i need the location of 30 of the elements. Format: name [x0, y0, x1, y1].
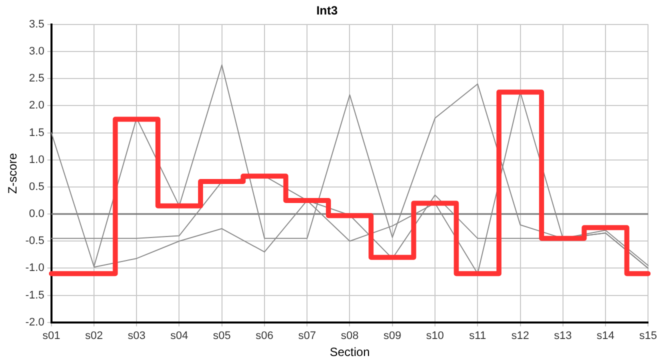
x-tick-label: s15 — [639, 330, 658, 342]
x-tick-label: s08 — [340, 330, 359, 342]
x-tick-label: s11 — [469, 330, 486, 342]
x-tick-label: s04 — [170, 330, 188, 342]
y-tick-label: 1.0 — [29, 154, 44, 166]
y-tick-label: 0.5 — [29, 180, 44, 193]
y-tick-label: 2.0 — [29, 100, 44, 112]
x-tick-label: s03 — [128, 330, 146, 342]
x-tick-label: s14 — [596, 330, 614, 342]
x-tick-label: s02 — [85, 330, 103, 342]
y-tick-label: 3.5 — [29, 18, 44, 30]
y-tick-label: 0.0 — [29, 208, 44, 220]
y-tick-label: 1.5 — [29, 126, 44, 139]
y-tick-label: -2.0 — [25, 316, 44, 328]
x-axis-title: Section — [330, 345, 370, 360]
x-tick-label: s10 — [426, 330, 444, 342]
y-tick-label: -1.5 — [25, 289, 44, 302]
x-tick-label: s06 — [256, 330, 274, 342]
x-tick-label: s13 — [554, 330, 572, 342]
x-tick-label: s07 — [298, 330, 316, 342]
y-tick-label: 3.0 — [29, 46, 44, 58]
y-tick-label: 2.5 — [29, 72, 44, 85]
y-tick-label: -1.0 — [25, 262, 44, 274]
chart-title: Int3 — [316, 4, 338, 18]
x-tick-label: s05 — [212, 330, 231, 342]
x-tick-label: s09 — [383, 330, 402, 342]
x-tick-label: s12 — [511, 330, 530, 342]
y-axis-title: Z-score — [6, 152, 20, 194]
x-tick-label: s01 — [42, 330, 60, 342]
y-tick-label: -0.5 — [25, 235, 44, 248]
